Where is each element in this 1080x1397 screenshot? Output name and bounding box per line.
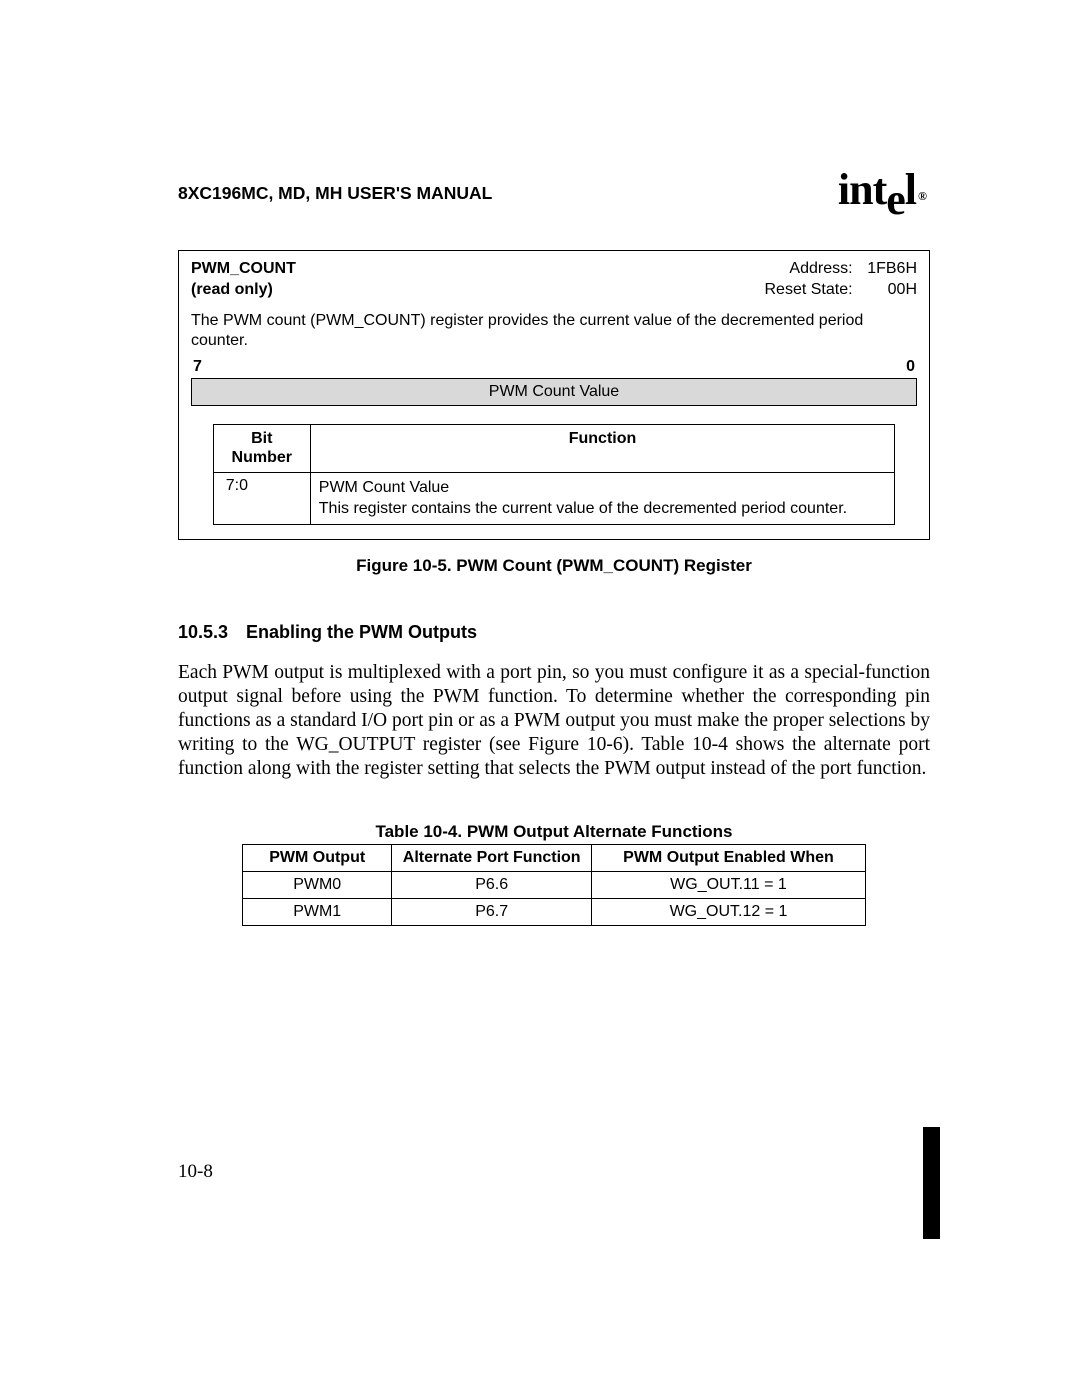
table-row: PWM0 P6.6 WG_OUT.11 = 1	[242, 871, 865, 898]
col-function: Function	[310, 425, 894, 472]
table-caption: Table 10-4. PWM Output Alternate Functio…	[178, 822, 930, 842]
section-title: Enabling the PWM Outputs	[246, 622, 477, 642]
register-name-block: PWM_COUNT (read only)	[191, 259, 296, 301]
register-access: (read only)	[191, 280, 296, 301]
intel-logo: intel®	[838, 168, 924, 212]
cell-enabled-when: WG_OUT.12 = 1	[591, 898, 865, 925]
cell-bitnum: 7:0	[213, 472, 310, 524]
cell-enabled-when: WG_OUT.11 = 1	[591, 871, 865, 898]
address-label: Address:	[789, 259, 852, 280]
col-alt-port: Alternate Port Function	[392, 844, 591, 871]
cell-pwm-output: PWM0	[242, 871, 392, 898]
bit-range: 7 0	[191, 358, 917, 376]
figure-caption: Figure 10-5. PWM Count (PWM_COUNT) Regis…	[178, 556, 930, 576]
bit-function-table: Bit Number Function 7:0 PWM Count Value …	[213, 424, 895, 525]
section-heading: 10.5.3 Enabling the PWM Outputs	[178, 622, 930, 643]
col-bit-number: Bit Number	[213, 425, 310, 472]
page-number: 10-8	[178, 1161, 213, 1183]
cell-pwm-output: PWM1	[242, 898, 392, 925]
corner-bar-icon	[923, 1127, 940, 1239]
logo-registered-icon: ®	[918, 190, 926, 202]
bit-low: 0	[906, 358, 915, 376]
reset-value: 00H	[857, 280, 917, 301]
cell-alt-port: P6.7	[392, 898, 591, 925]
table-header-row: Bit Number Function	[213, 425, 894, 472]
logo-part-1: int	[838, 168, 886, 212]
function-desc: This register contains the current value…	[319, 498, 886, 520]
logo-part-3: l	[905, 168, 916, 212]
table-row: 7:0 PWM Count Value This register contai…	[213, 472, 894, 524]
register-name: PWM_COUNT	[191, 259, 296, 280]
table-row: PWM1 P6.7 WG_OUT.12 = 1	[242, 898, 865, 925]
header-title: 8XC196MC, MD, MH USER'S MANUAL	[178, 183, 492, 204]
register-box: PWM_COUNT (read only) Address: 1FB6H Res…	[178, 250, 930, 540]
col-pwm-output: PWM Output	[242, 844, 392, 871]
cell-alt-port: P6.6	[392, 871, 591, 898]
register-header: PWM_COUNT (read only) Address: 1FB6H Res…	[191, 259, 917, 301]
section-number: 10.5.3	[178, 622, 228, 643]
body-paragraph: Each PWM output is multiplexed with a po…	[178, 661, 930, 782]
cell-function: PWM Count Value This register contains t…	[310, 472, 894, 524]
table-header-row: PWM Output Alternate Port Function PWM O…	[242, 844, 865, 871]
reset-label: Reset State:	[765, 280, 853, 301]
alt-functions-table: PWM Output Alternate Port Function PWM O…	[242, 844, 866, 926]
page: 8XC196MC, MD, MH USER'S MANUAL intel® PW…	[0, 0, 1080, 1397]
page-header: 8XC196MC, MD, MH USER'S MANUAL intel®	[178, 160, 930, 204]
bit-high: 7	[193, 358, 202, 376]
logo-part-2: e	[886, 178, 905, 222]
register-description: The PWM count (PWM_COUNT) register provi…	[191, 311, 917, 353]
register-meta: Address: 1FB6H Reset State: 00H	[765, 259, 918, 301]
function-title: PWM Count Value	[319, 477, 886, 499]
col-enabled-when: PWM Output Enabled When	[591, 844, 865, 871]
bit-field-label: PWM Count Value	[191, 378, 917, 406]
address-value: 1FB6H	[857, 259, 917, 280]
